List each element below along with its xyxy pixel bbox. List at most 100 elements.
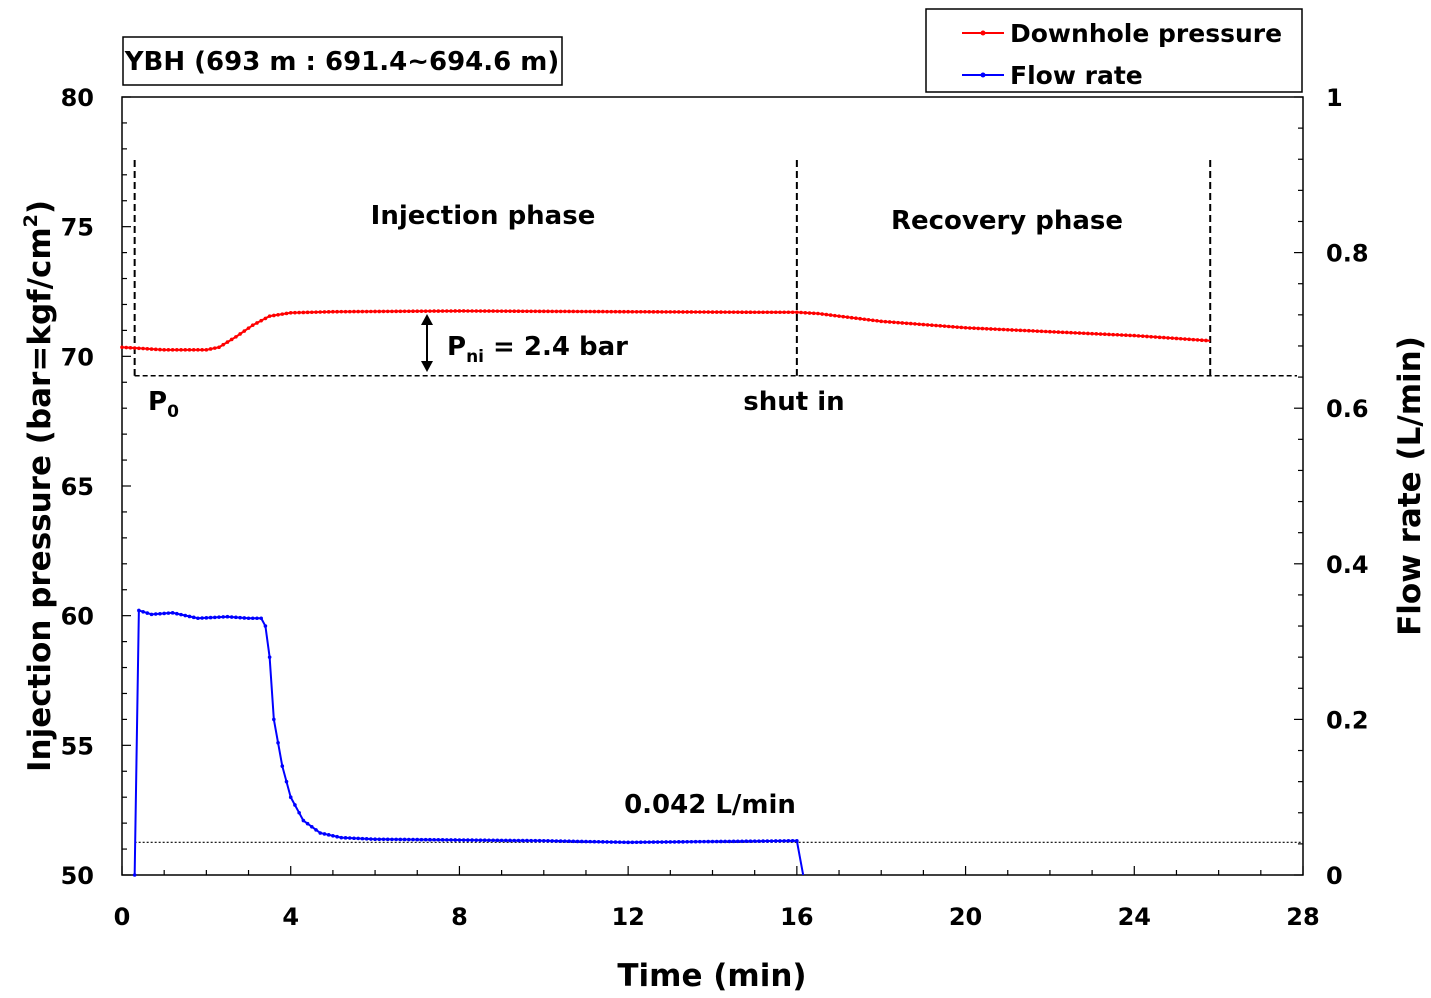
series-point [849,315,854,320]
series-point [520,838,525,843]
series-point [335,834,339,839]
series-line [133,609,805,876]
series-point [478,838,483,842]
series-point [343,836,348,840]
series-point [297,810,301,815]
series-point [352,836,356,841]
plot-frame [121,96,1304,876]
series-point [276,740,280,745]
series-point [301,310,306,315]
series-point [162,348,166,352]
series-point [592,839,597,844]
series-point [525,838,529,843]
series-point [377,837,382,842]
series-point [698,310,702,314]
series-point [647,310,652,314]
series-point [322,310,327,314]
series-point [170,348,175,352]
series-point [385,837,390,842]
series-point [1005,327,1010,332]
series-point [1204,338,1208,343]
series-point [706,839,711,844]
series-point [288,795,293,799]
flow-value-label: 0.042 L/min [624,790,796,820]
series-point [634,840,639,845]
series-point [276,312,280,317]
series-point [229,615,234,619]
series-point [727,839,732,844]
series-point [904,321,909,326]
series-point [423,309,428,313]
series-point [360,309,365,314]
series-point [563,839,567,843]
series-point [259,318,263,323]
series-point [310,824,314,829]
series-point [605,840,609,844]
series-point [609,309,614,314]
series-point [474,838,479,842]
series-point [537,838,542,843]
series-point [976,326,981,331]
series-point [428,309,432,313]
series-point [681,840,685,844]
series-point [512,309,517,314]
series-point [537,309,542,314]
series-point [761,839,765,843]
series-point [605,309,609,314]
x-tick-label: 28 [1286,903,1319,931]
series-point [769,839,774,843]
series-point [1128,333,1132,338]
series-point [373,837,377,842]
series-point [655,840,660,844]
series-point [263,316,268,321]
series-point [630,840,635,845]
series-point [191,615,196,620]
series-point [482,838,487,843]
series-point [196,616,200,621]
p0-main: P [148,387,167,417]
series-point [326,310,331,314]
series-point [225,340,230,344]
ticks-group [121,96,1304,876]
series-point [773,310,778,315]
series-point [951,325,955,329]
series-point [487,309,491,313]
series-group [120,309,1211,877]
series-point [390,309,394,314]
y-right-tick-label: 0.8 [1326,240,1369,268]
series-point [613,309,618,314]
series-point [1081,331,1086,336]
x-tick-label: 12 [611,903,644,931]
series-point [504,309,508,313]
series-point [200,348,204,352]
series-point [837,314,841,318]
series-point [592,309,597,314]
series-point [1162,335,1166,340]
series-point [234,335,238,339]
series-point [516,838,521,843]
series-point [187,614,192,619]
series-point [352,309,356,314]
series-point [765,310,770,315]
series-point [740,839,744,844]
series-point [347,836,352,840]
series-point [1157,335,1162,340]
series-point [183,348,188,352]
series-point [731,310,736,314]
series-point [571,309,576,314]
series-point [149,347,154,351]
series-point [579,309,584,314]
series-point [908,321,913,326]
series-point [744,839,749,844]
series-point [204,348,209,352]
series-point [782,839,787,843]
series-point [541,838,546,843]
series-point [461,309,466,313]
series-point [693,310,698,314]
series-point [250,323,255,328]
series-point [757,839,761,843]
series-point [196,348,200,352]
series-point [402,837,407,842]
series-point [1010,328,1014,332]
series-point [170,611,175,615]
